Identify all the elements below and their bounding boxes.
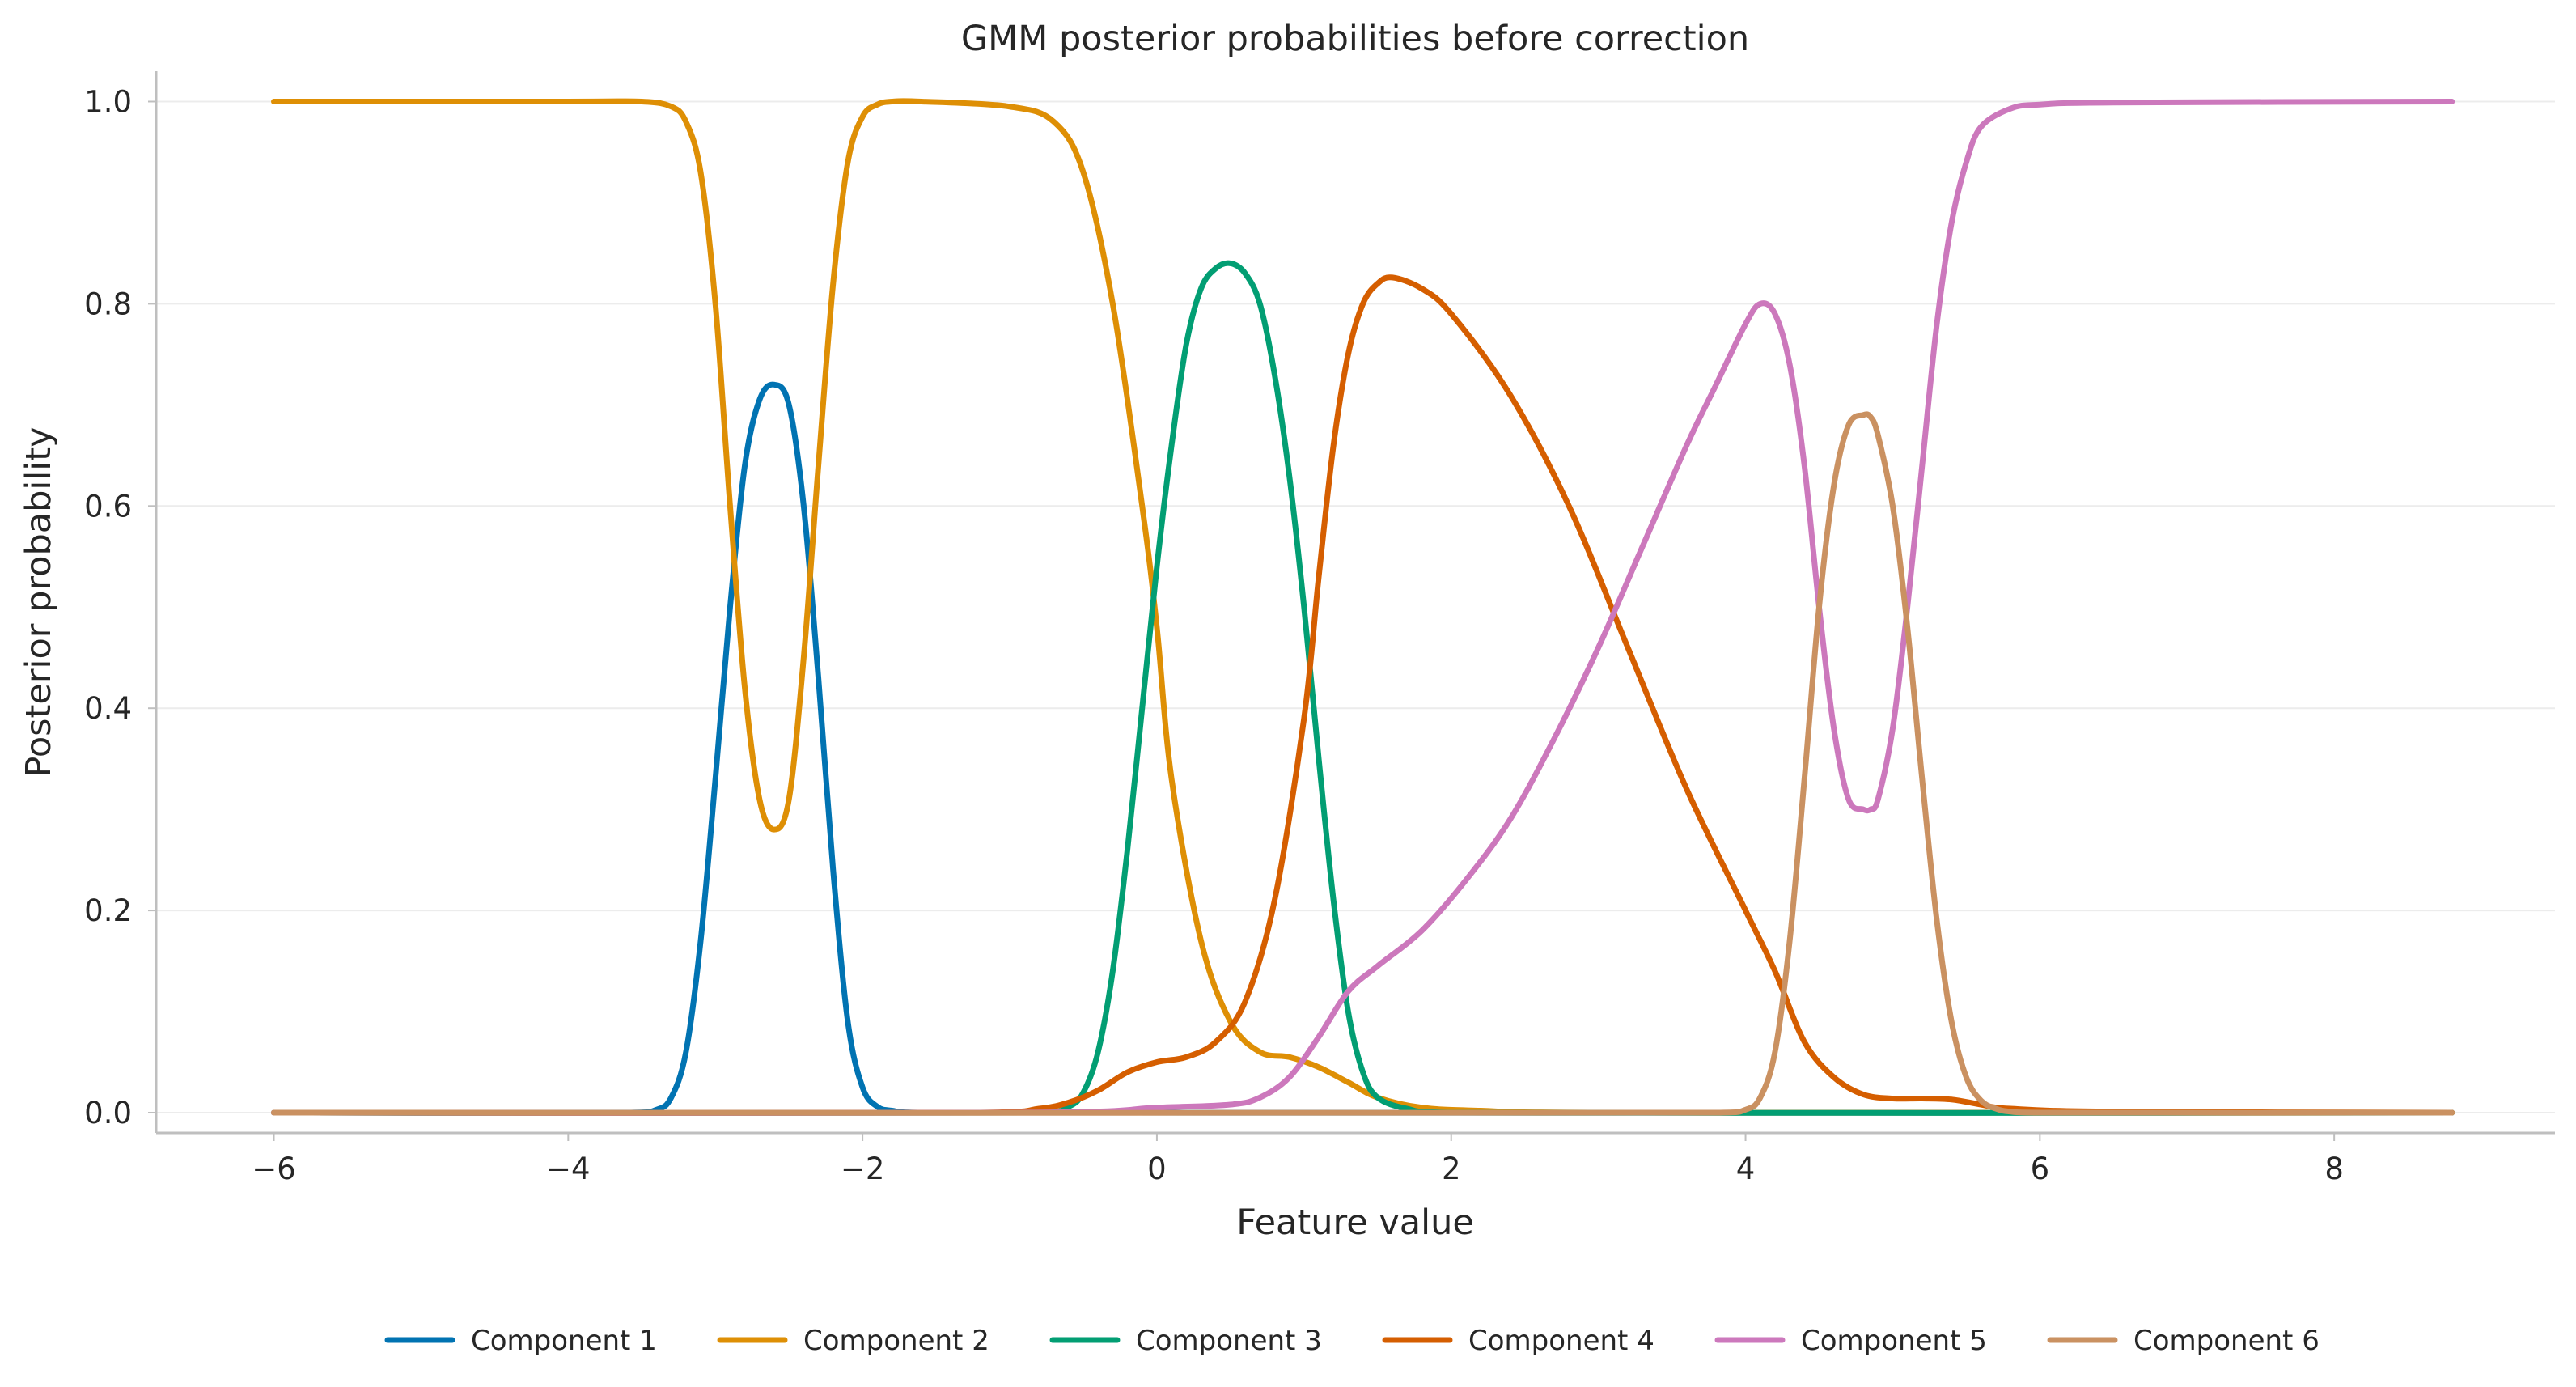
y-tick-label: 0.4 <box>84 691 132 726</box>
axes <box>155 71 2555 1135</box>
x-tick-label: −6 <box>252 1152 296 1186</box>
y-tick-label: 0.0 <box>84 1096 132 1130</box>
y-tick-label: 0.2 <box>84 893 132 928</box>
legend-label: Component 1 <box>471 1325 657 1357</box>
series-line-component-4 <box>271 274 2455 1116</box>
x-ticks: −6 −4 −2 0 2 4 6 8 <box>252 1133 2344 1186</box>
legend-label: Component 3 <box>1136 1325 1322 1357</box>
x-tick-label: 8 <box>2324 1152 2344 1186</box>
y-ticks: 0.0 0.2 0.4 0.6 0.8 1.0 <box>84 84 156 1130</box>
series-line-component-1 <box>271 381 2455 1116</box>
x-tick-label: 0 <box>1147 1152 1167 1186</box>
x-tick-label: −4 <box>546 1152 591 1186</box>
y-tick-label: 0.6 <box>84 489 132 524</box>
x-axis-label: Feature value <box>1236 1202 1474 1243</box>
series-line-component-3 <box>271 260 2455 1117</box>
legend-label: Component 4 <box>1468 1325 1654 1357</box>
y-tick-label: 1.0 <box>84 84 132 119</box>
series-lines <box>271 98 2455 1117</box>
x-tick-label: 4 <box>1736 1152 1756 1186</box>
legend: Component 1 Component 2 Component 3 Compone… <box>384 1325 2320 1357</box>
legend-label: Component 2 <box>803 1325 989 1357</box>
legend-label: Component 5 <box>1801 1325 1987 1357</box>
x-tick-label: 2 <box>1442 1152 1461 1186</box>
series-line-component-6 <box>271 411 2455 1116</box>
grid-lines <box>156 100 2555 1114</box>
legend-label: Component 6 <box>2133 1325 2320 1357</box>
x-tick-label: −2 <box>841 1152 885 1186</box>
series-line-component-2 <box>271 98 2455 1116</box>
series-line-component-5 <box>271 98 2455 1116</box>
y-tick-label: 0.8 <box>84 286 132 321</box>
chart-title: GMM posterior probabilities before corre… <box>961 19 1749 59</box>
x-tick-label: 6 <box>2031 1152 2050 1186</box>
y-axis-label: Posterior probability <box>19 426 59 777</box>
